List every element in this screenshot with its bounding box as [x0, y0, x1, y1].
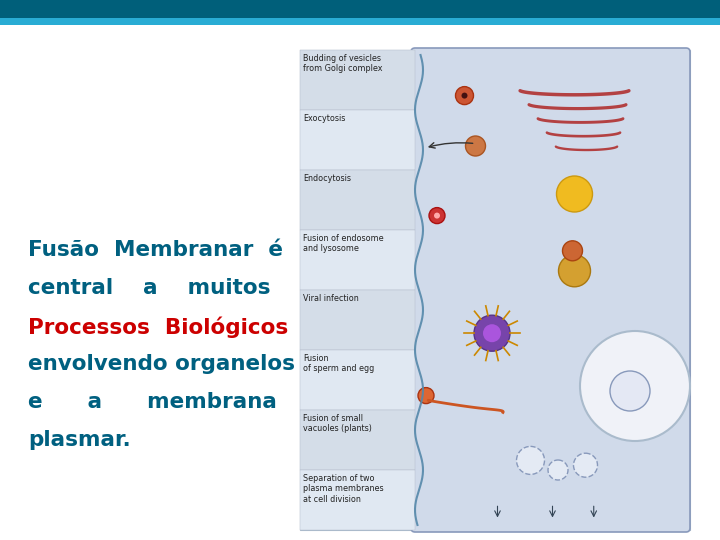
Text: Processos  Biológicos: Processos Biológicos: [28, 316, 288, 338]
Circle shape: [610, 371, 650, 411]
Text: Fusion
of sperm and egg: Fusion of sperm and egg: [303, 354, 374, 373]
Circle shape: [557, 176, 593, 212]
Text: e      a      membrana: e a membrana: [28, 392, 277, 412]
Circle shape: [574, 453, 598, 477]
Text: Exocytosis: Exocytosis: [303, 114, 346, 123]
Bar: [300, 350, 415, 410]
Circle shape: [562, 241, 582, 261]
Circle shape: [559, 255, 590, 287]
Bar: [300, 410, 415, 470]
Circle shape: [462, 92, 467, 99]
Text: central    a    muitos: central a muitos: [28, 278, 271, 298]
Circle shape: [456, 86, 474, 105]
Text: Fusion of endosome
and lysosome: Fusion of endosome and lysosome: [303, 234, 384, 253]
Text: Endocytosis: Endocytosis: [303, 174, 351, 183]
Text: Fusion of small
vacuoles (plants): Fusion of small vacuoles (plants): [303, 414, 372, 434]
Circle shape: [580, 331, 690, 441]
Text: plasmar.: plasmar.: [28, 430, 131, 450]
Bar: [300, 50, 690, 530]
Bar: [0, 18, 720, 25]
Text: Fusão  Membranar  é: Fusão Membranar é: [28, 240, 283, 260]
Circle shape: [483, 324, 501, 342]
Bar: [300, 50, 415, 110]
Text: Viral infection: Viral infection: [303, 294, 359, 303]
Bar: [300, 170, 415, 230]
Bar: [300, 470, 415, 530]
Circle shape: [434, 213, 440, 219]
Circle shape: [429, 207, 445, 224]
Text: Separation of two
plasma membranes
at cell division: Separation of two plasma membranes at ce…: [303, 474, 384, 504]
Circle shape: [474, 315, 510, 351]
Circle shape: [548, 460, 568, 480]
FancyBboxPatch shape: [411, 48, 690, 532]
Bar: [300, 110, 415, 170]
Bar: [300, 230, 415, 290]
Bar: [0, 0, 720, 18]
Text: Budding of vesicles
from Golgi complex: Budding of vesicles from Golgi complex: [303, 54, 382, 73]
Circle shape: [418, 388, 434, 403]
Circle shape: [466, 136, 485, 156]
Bar: [300, 290, 415, 350]
Circle shape: [516, 447, 544, 475]
Text: envolvendo organelos: envolvendo organelos: [28, 354, 295, 374]
